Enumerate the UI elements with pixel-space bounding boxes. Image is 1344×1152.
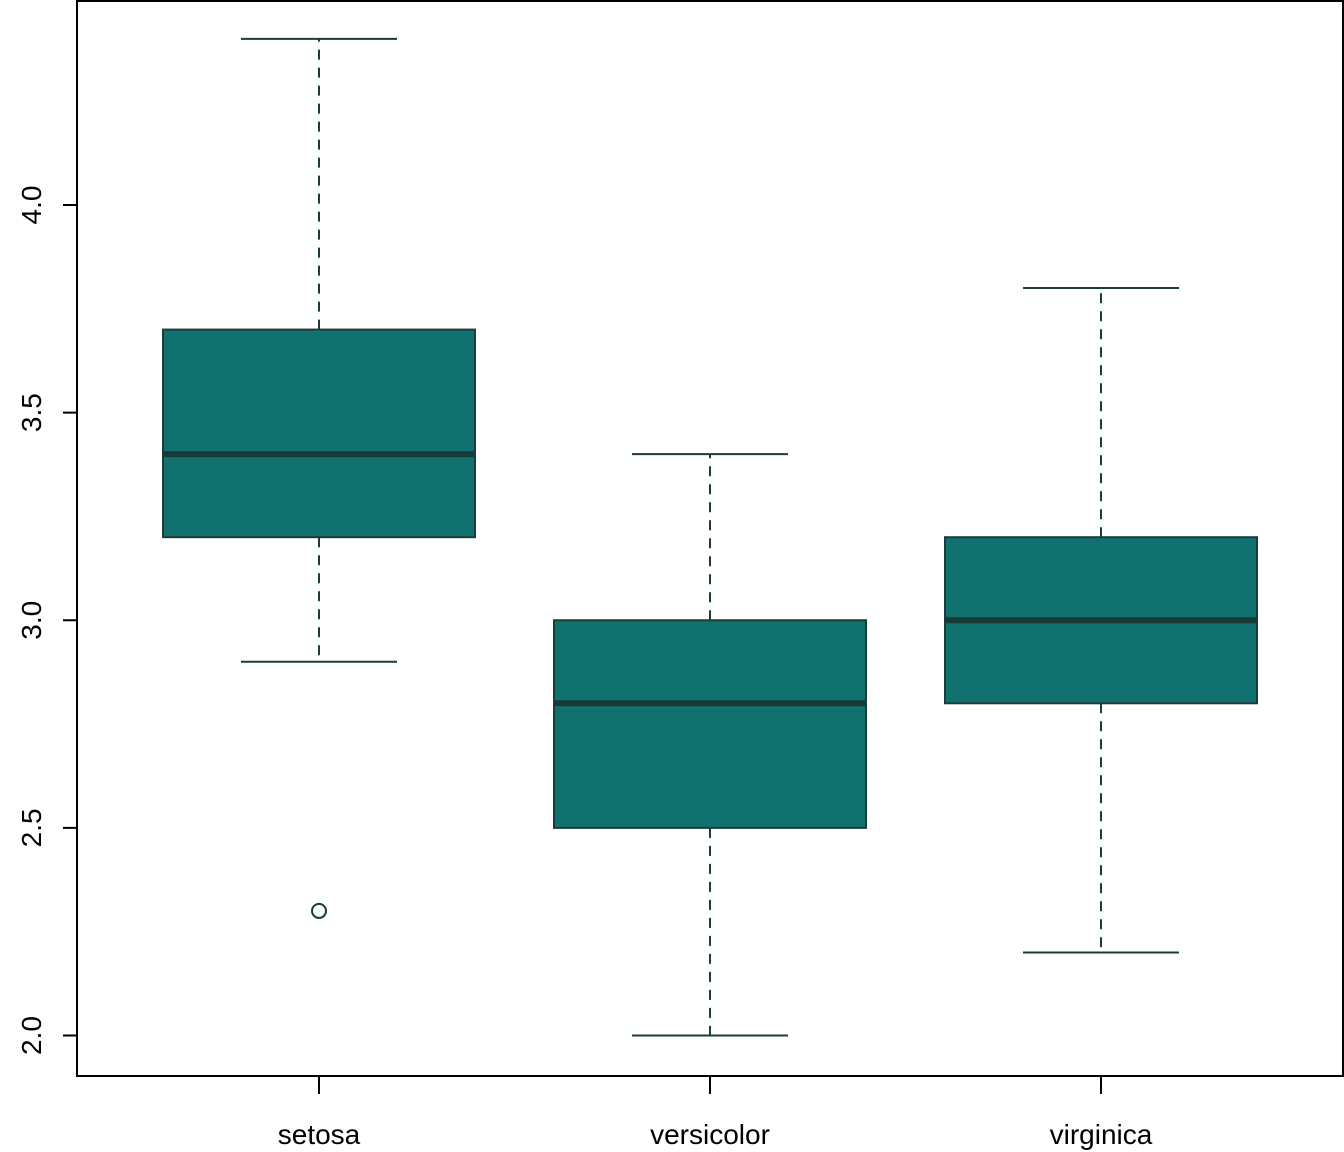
- box-versicolor: [553, 453, 867, 1037]
- y-tick-label: 3.0: [16, 601, 47, 640]
- iqr-box: [553, 619, 867, 829]
- box-virginica: [944, 287, 1258, 954]
- x-axis: setosa versicolor virginica: [278, 1076, 1153, 1150]
- x-tick-label: versicolor: [650, 1119, 770, 1150]
- y-tick-label: 4.0: [16, 186, 47, 225]
- box-group: [162, 37, 1258, 1037]
- y-tick-label: 2.0: [16, 1016, 47, 1055]
- y-tick-label: 2.5: [16, 808, 47, 847]
- x-tick-label: virginica: [1050, 1119, 1153, 1150]
- y-axis: 2.0 2.5 3.0 3.5 4.0: [16, 186, 77, 1055]
- box-setosa: [162, 37, 476, 919]
- iqr-box: [162, 328, 476, 539]
- y-tick-label: 3.5: [16, 393, 47, 432]
- x-tick-label: setosa: [278, 1119, 361, 1150]
- outlier-point: [311, 902, 327, 919]
